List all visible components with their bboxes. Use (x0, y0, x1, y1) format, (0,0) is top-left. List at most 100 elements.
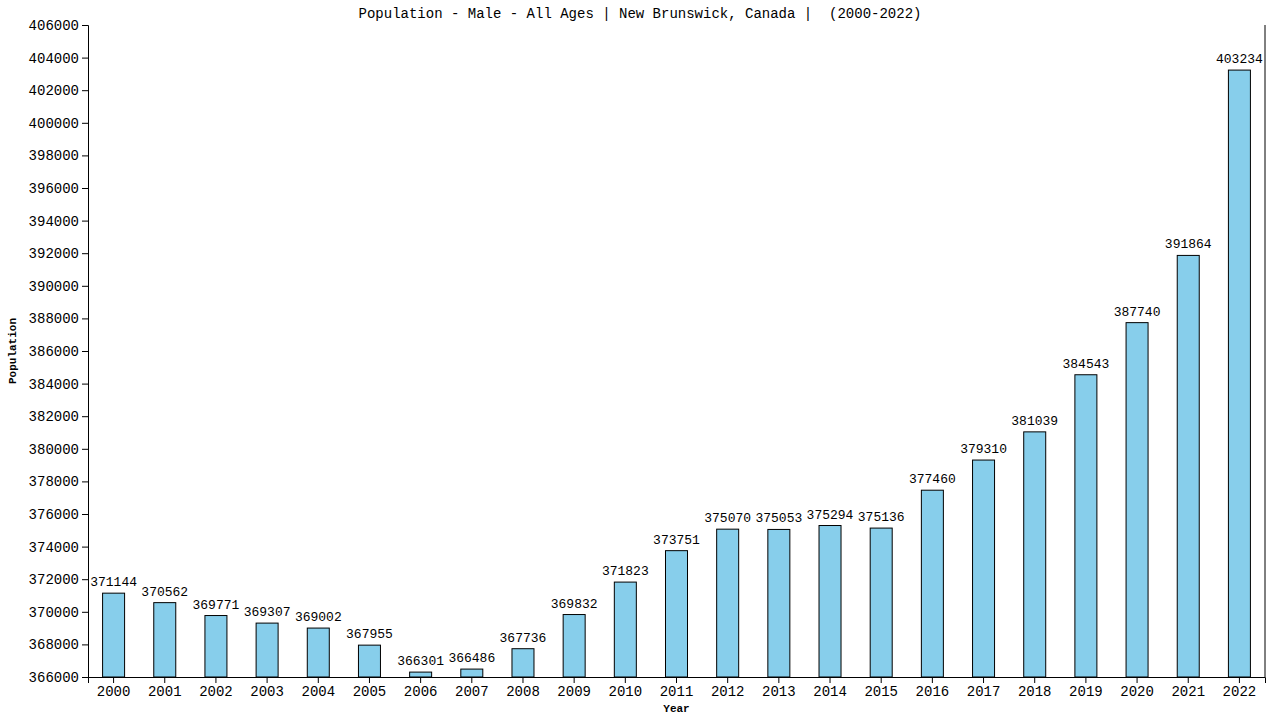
bar (358, 645, 380, 677)
y-tick: 370000 (29, 605, 88, 621)
bar (307, 628, 329, 677)
y-tick-mark (82, 644, 88, 645)
data-label: 366486 (448, 651, 495, 666)
x-tick-mark (727, 677, 728, 683)
data-label: 403234 (1216, 52, 1263, 67)
data-labels: 3711443705623697713693073690023679553663… (90, 52, 1263, 669)
y-tick-mark (82, 286, 88, 287)
y-tick-mark (82, 416, 88, 417)
x-tick: 2003 (250, 677, 284, 700)
x-tick-mark (471, 677, 472, 683)
data-label: 375294 (807, 508, 854, 523)
data-label: 369002 (295, 610, 342, 625)
x-axis-title: Year (663, 703, 689, 715)
y-tick-label: 388000 (29, 311, 79, 327)
y-tick: 396000 (29, 181, 88, 197)
data-label: 367736 (500, 631, 547, 646)
x-tick-label: 2001 (148, 684, 182, 700)
bar (1228, 70, 1250, 677)
y-tick-label: 366000 (29, 670, 79, 686)
x-tick-mark (215, 677, 216, 683)
y-axis: 3660003680003700003720003740003760003780… (29, 18, 89, 686)
x-axis-line (89, 678, 1266, 684)
x-tick: 2020 (1120, 677, 1154, 700)
y-tick: 374000 (29, 540, 88, 556)
bar (768, 529, 790, 677)
data-label: 391864 (1165, 237, 1212, 252)
y-tick-label: 400000 (29, 116, 79, 132)
data-label: 381039 (1011, 414, 1058, 429)
y-tick-mark (82, 188, 88, 189)
title: Population - Male - All Ages | New Bruns… (359, 6, 922, 22)
y-tick: 392000 (29, 246, 88, 262)
x-tick-mark (369, 677, 370, 683)
y-tick: 404000 (29, 51, 88, 67)
y-tick: 394000 (29, 214, 88, 230)
x-tick: 2009 (557, 677, 591, 700)
y-axis-line (82, 26, 89, 678)
y-tick-mark (82, 253, 88, 254)
x-tick-label: 2010 (609, 684, 643, 700)
x-tick-label: 2020 (1120, 684, 1154, 700)
y-tick-mark (82, 221, 88, 222)
bar (512, 649, 534, 677)
y-tick-mark (82, 25, 88, 26)
y-tick-label: 374000 (29, 540, 79, 556)
x-axis: 2000200120022003200420052006200720082009… (89, 677, 1266, 700)
bar (921, 490, 943, 677)
y-tick-label: 378000 (29, 474, 79, 490)
bar (717, 529, 739, 677)
data-label: 371823 (602, 564, 649, 579)
x-tick-label: 2011 (660, 684, 694, 700)
x-tick: 2005 (353, 677, 387, 700)
bar (614, 582, 636, 677)
x-tick-label: 2021 (1171, 684, 1205, 700)
bar (461, 669, 483, 677)
bar (1177, 255, 1199, 677)
y-tick-label: 392000 (29, 246, 79, 262)
y-tick-mark (82, 481, 88, 482)
x-tick-label: 2018 (1018, 684, 1052, 700)
y-tick-label: 394000 (29, 214, 79, 230)
x-tick: 2000 (97, 677, 131, 700)
x-tick: 2008 (506, 677, 540, 700)
x-tick-mark (881, 677, 882, 683)
y-tick: 398000 (29, 148, 88, 164)
x-tick-label: 2016 (916, 684, 950, 700)
x-tick-mark (676, 677, 677, 683)
bar (973, 460, 995, 677)
data-label: 384543 (1062, 357, 1109, 372)
y-tick-mark (82, 612, 88, 613)
bar (1024, 432, 1046, 677)
y-tick-mark (82, 351, 88, 352)
y-tick: 378000 (29, 474, 88, 490)
y-tick-label: 368000 (29, 637, 79, 653)
bar (205, 616, 227, 677)
x-tick: 2012 (711, 677, 745, 700)
x-tick-mark (778, 677, 779, 683)
x-tick-label: 2014 (813, 684, 847, 700)
y-tick: 390000 (29, 279, 88, 295)
y-tick: 402000 (29, 83, 88, 99)
y-tick-label: 384000 (29, 377, 79, 393)
bar (819, 526, 841, 677)
x-tick-mark (1137, 677, 1138, 683)
y-tick-label: 390000 (29, 279, 79, 295)
x-tick-mark (1034, 677, 1035, 683)
x-tick: 2014 (813, 677, 847, 700)
bar (1126, 323, 1148, 677)
bar (563, 615, 585, 677)
y-tick: 368000 (29, 637, 88, 653)
data-label: 375053 (755, 511, 802, 526)
y-tick: 380000 (29, 442, 88, 458)
y-tick: 384000 (29, 377, 88, 393)
y-tick-mark (82, 579, 88, 580)
data-label: 377460 (909, 472, 956, 487)
x-tick: 2016 (916, 677, 950, 700)
x-tick-label: 2004 (301, 684, 335, 700)
y-tick-mark (82, 384, 88, 385)
y-tick: 376000 (29, 507, 88, 523)
y-tick-mark (82, 547, 88, 548)
x-tick-mark (522, 677, 523, 683)
y-tick-label: 406000 (29, 18, 79, 34)
